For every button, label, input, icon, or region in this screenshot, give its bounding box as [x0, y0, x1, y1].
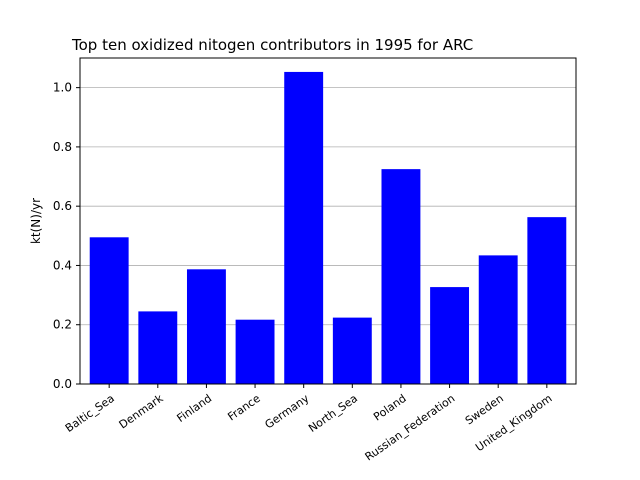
x-tick-label: Baltic_Sea	[63, 392, 117, 435]
bar	[138, 311, 178, 384]
plot-frame	[79, 57, 577, 385]
bar	[89, 237, 129, 384]
y-tick-label: 0.2	[53, 318, 72, 332]
chart-title: Top ten oxidized nitogen contributors in…	[71, 36, 473, 54]
x-axis: Baltic_Sea Denmark Finland France GermanyNor…	[63, 384, 555, 464]
bar	[186, 269, 226, 384]
bars	[89, 71, 567, 385]
y-tick-label: 0.8	[53, 140, 72, 154]
y-axis: 0.0 0.2 0.4 0.6 0.8 1.0	[53, 81, 80, 391]
y-tick-label: 0.6	[53, 199, 72, 213]
x-tick-label: Russian_Federation	[363, 392, 458, 464]
bar	[381, 169, 421, 384]
bar	[527, 217, 567, 384]
y-tick-label: 0.0	[53, 377, 72, 391]
bar	[284, 71, 324, 385]
x-tick-label: Denmark	[117, 391, 166, 431]
x-tick-label: Germany	[263, 392, 312, 432]
bar	[332, 317, 372, 384]
x-tick-label: France	[225, 392, 263, 424]
bar	[235, 319, 275, 384]
y-axis-label: kt(N)/yr	[29, 198, 43, 244]
bar	[478, 255, 518, 384]
x-tick-label: Finland	[174, 392, 214, 425]
x-tick-label: Poland	[371, 392, 409, 424]
x-tick-label: North_Sea	[306, 392, 360, 435]
y-tick-label: 0.4	[53, 258, 72, 272]
x-tick-label: Sweden	[463, 392, 506, 428]
y-tick-label: 1.0	[53, 81, 72, 95]
bar	[430, 287, 470, 384]
